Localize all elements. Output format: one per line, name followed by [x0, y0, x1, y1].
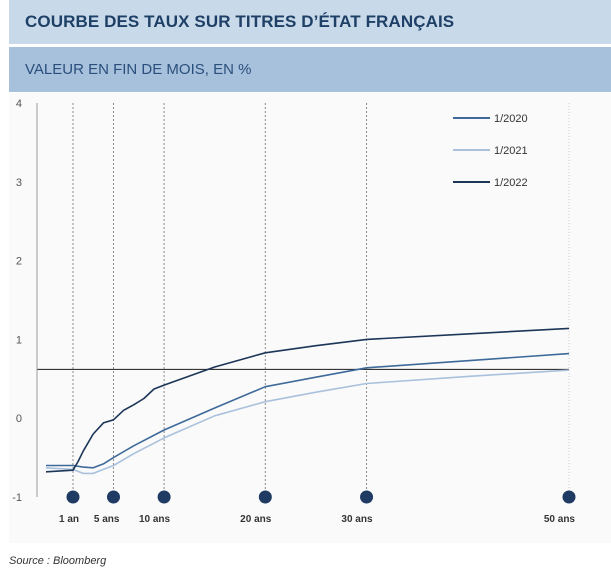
chart-subtitle: VALEUR EN FIN DE MOIS, EN %: [25, 61, 252, 78]
y-tick-label: -1: [12, 492, 22, 504]
subtitle-bar: VALEUR EN FIN DE MOIS, EN %: [9, 47, 611, 92]
maturity-marker: [106, 490, 120, 504]
x-tick-label: 10 ans: [139, 514, 171, 525]
series-line-1-2022: [45, 327, 570, 473]
x-tick-label: 20 ans: [240, 514, 272, 525]
source-note: Source : Bloomberg: [9, 555, 107, 567]
grid-layer: [37, 103, 570, 497]
maturity-marker: [360, 490, 374, 504]
y-tick-label: 2: [16, 256, 22, 268]
maturity-marker: [258, 490, 272, 504]
x-tick-label: 5 ans: [94, 514, 120, 525]
maturity-marker: [562, 490, 576, 504]
x-tick-label: 30 ans: [341, 514, 373, 525]
y-tick-label: 1: [16, 334, 22, 346]
x-tick-label: 1 an: [59, 514, 79, 525]
x-tick-label: 50 ans: [544, 514, 576, 525]
legend-label: 1/2021: [494, 145, 528, 157]
chart-title: COURBE DES TAUX SUR TITRES D’ÉTAT FRANÇA…: [25, 12, 455, 31]
maturity-marker: [66, 490, 80, 504]
axis-layer: -1 0 1 2 3 4: [12, 98, 38, 504]
series-line-1-2020: [46, 352, 570, 469]
title-bar: COURBE DES TAUX SUR TITRES D’ÉTAT FRANÇA…: [9, 0, 611, 44]
y-tick-label: 4: [16, 98, 22, 110]
legend-label: 1/2020: [494, 113, 528, 125]
legend: 1/2020 1/2021 1/2022: [453, 113, 528, 189]
series-line-1-2021: [45, 369, 570, 475]
marker-layer: 1 an 5 ans 10 ans 20 ans 30 ans 50 ans: [59, 490, 576, 525]
y-tick-label: 0: [16, 413, 22, 425]
legend-label: 1/2022: [494, 177, 528, 189]
y-tick-label: 3: [16, 177, 22, 189]
series-layer: [45, 327, 570, 475]
maturity-marker: [157, 490, 171, 504]
plot-area: [9, 93, 611, 543]
